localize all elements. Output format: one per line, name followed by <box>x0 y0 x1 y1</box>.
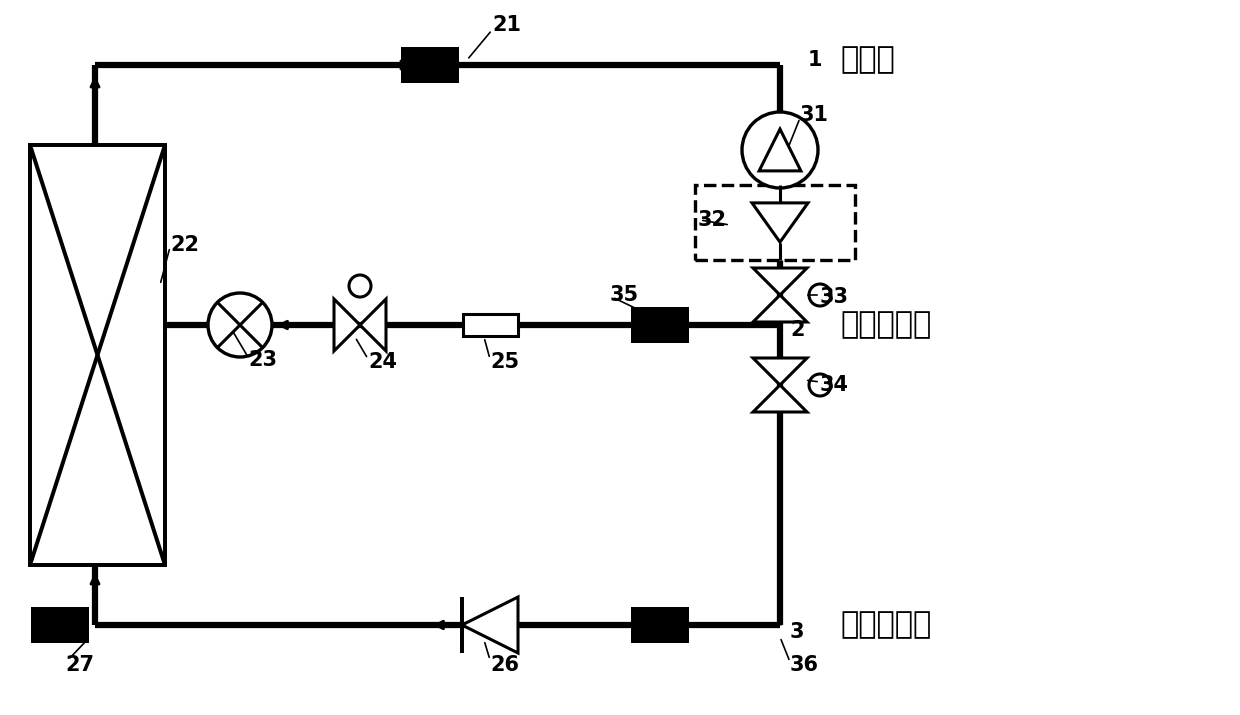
Circle shape <box>208 293 272 357</box>
Polygon shape <box>463 597 518 653</box>
Bar <box>30 145 165 565</box>
Circle shape <box>808 374 831 396</box>
Polygon shape <box>753 295 807 322</box>
Bar <box>631 307 689 343</box>
Text: 出水管: 出水管 <box>839 46 895 74</box>
Text: 22: 22 <box>170 235 198 255</box>
Text: 31: 31 <box>800 105 830 125</box>
Text: 35: 35 <box>610 285 639 305</box>
Text: 27: 27 <box>64 655 94 675</box>
Text: 34: 34 <box>820 375 849 395</box>
Text: 33: 33 <box>820 287 849 307</box>
Text: 25: 25 <box>490 352 520 372</box>
Polygon shape <box>360 299 386 351</box>
Text: 24: 24 <box>368 352 397 372</box>
Bar <box>401 47 459 83</box>
Circle shape <box>348 275 371 297</box>
Text: 26: 26 <box>490 655 520 675</box>
Text: 36: 36 <box>790 655 818 675</box>
Text: 1: 1 <box>808 50 822 70</box>
Text: 直热进水管: 直热进水管 <box>839 310 931 340</box>
Text: 3: 3 <box>790 622 805 642</box>
Polygon shape <box>753 358 807 385</box>
Text: 循环进水管: 循环进水管 <box>839 611 931 639</box>
Text: 32: 32 <box>698 210 727 230</box>
Circle shape <box>742 112 818 188</box>
Bar <box>631 607 689 643</box>
Polygon shape <box>751 203 808 242</box>
Bar <box>463 314 517 336</box>
Polygon shape <box>753 385 807 412</box>
Text: 23: 23 <box>248 350 277 370</box>
Bar <box>31 607 89 643</box>
Polygon shape <box>759 129 801 171</box>
Polygon shape <box>753 268 807 295</box>
Text: 2: 2 <box>790 320 805 340</box>
Bar <box>694 185 856 260</box>
Text: 21: 21 <box>492 15 521 35</box>
Polygon shape <box>334 299 360 351</box>
Circle shape <box>808 284 831 306</box>
